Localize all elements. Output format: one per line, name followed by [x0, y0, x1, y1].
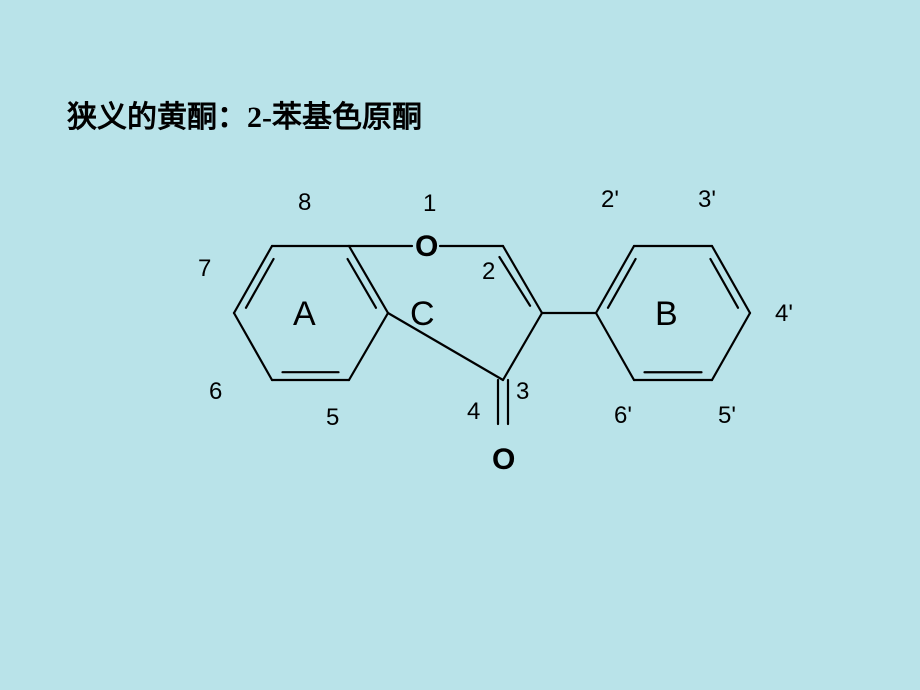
- slide: 狭义的黄酮：2-苯基色原酮 ACBOO123456782'3'4'5'6': [0, 0, 920, 690]
- atom-label-1: O: [492, 445, 515, 475]
- ring-label-a: A: [293, 297, 316, 331]
- pos-label-7: 8: [298, 191, 311, 215]
- pos-label-3: 4: [467, 400, 480, 424]
- ring-label-b: B: [655, 297, 678, 331]
- pos-label-0: 1: [423, 192, 436, 216]
- pos-label-9: 3': [698, 188, 716, 212]
- pos-label-2: 3: [516, 380, 529, 404]
- pos-label-5: 6: [209, 380, 222, 404]
- pos-label-10: 4': [775, 302, 793, 326]
- pos-label-1: 2: [482, 260, 495, 284]
- molecule-structure: [0, 0, 920, 690]
- pos-label-6: 7: [198, 257, 211, 281]
- pos-label-11: 5': [718, 404, 736, 428]
- atom-label-0: O: [415, 232, 438, 262]
- pos-label-12: 6': [614, 404, 632, 428]
- ring-label-c: C: [410, 297, 435, 331]
- pos-label-8: 2': [601, 188, 619, 212]
- pos-label-4: 5: [326, 406, 339, 430]
